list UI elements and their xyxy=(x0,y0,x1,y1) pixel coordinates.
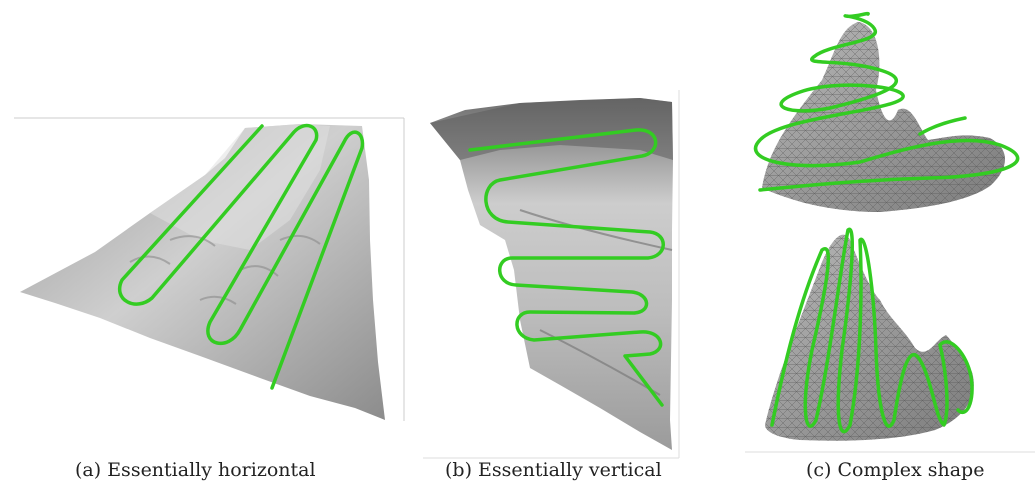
panel-a-bumps xyxy=(129,234,321,305)
panel-b-figure xyxy=(423,90,680,459)
panel-c-upper-trajectory xyxy=(753,11,1020,192)
panel-c-lower-mesh xyxy=(765,234,974,441)
panel-b-dark-crest xyxy=(430,98,673,160)
panel-a-trajectory xyxy=(118,123,365,390)
panel-c-upper-mesh xyxy=(762,22,1006,212)
caption-c: (c) Complex shape xyxy=(806,459,985,481)
panel-b-trajectory xyxy=(468,128,665,407)
caption-a: (a) Essentially horizontal xyxy=(75,459,316,481)
panel-a-figure xyxy=(14,117,405,421)
panel-a-ridge-shadow xyxy=(150,124,330,250)
panel-c-figure xyxy=(745,11,1035,453)
panel-c-lower-trajectory xyxy=(770,227,974,434)
caption-b: (b) Essentially vertical xyxy=(445,459,662,481)
